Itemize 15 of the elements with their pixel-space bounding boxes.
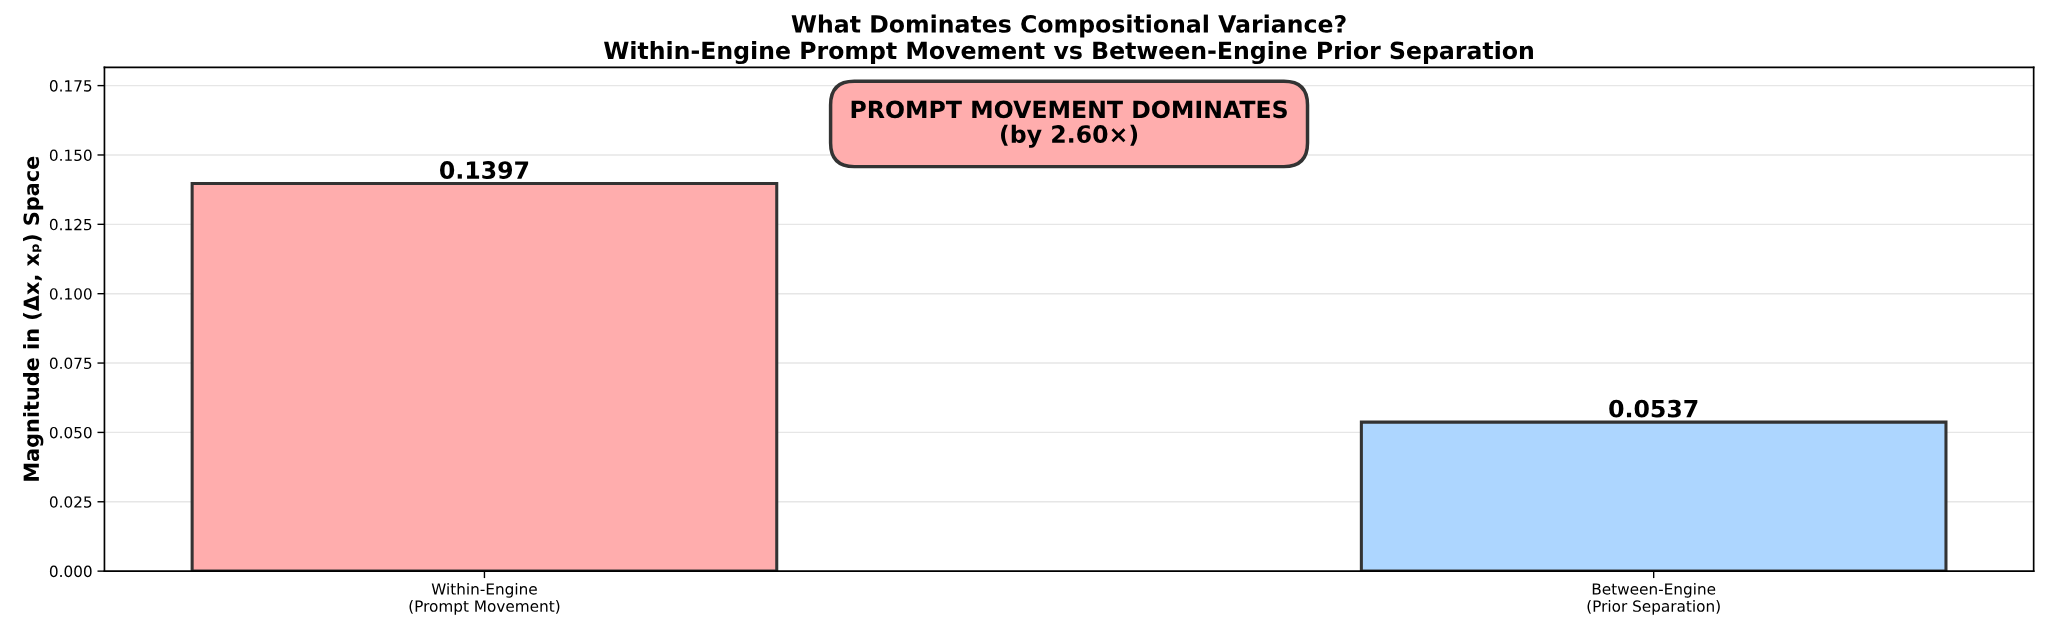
y-tick-label: 0.025 (49, 496, 92, 508)
y-tick-label: 0.075 (49, 357, 92, 370)
data-label: 0.1397 (440, 161, 529, 179)
annotation: PROMPT MOVEMENT DOMINATES (by 2.60×) (851, 100, 1287, 148)
y-tick-label: 0.125 (49, 218, 92, 231)
y-tick-label: 0.100 (49, 288, 92, 300)
y-tick-label: 0.050 (49, 426, 92, 439)
y-axis-title: Magnitude in (Δx, xₚ) Space (23, 156, 44, 481)
y-tick-label: 0.175 (49, 80, 92, 92)
x-tick-label: Between-Engine (Prior Separation) (1587, 582, 1720, 615)
x-tick-label: Within-Engine (Prompt Movement) (409, 582, 560, 615)
data-label: 0.0537 (1609, 399, 1698, 418)
y-tick-label: 0.000 (49, 565, 92, 578)
y-tick-label: 0.150 (49, 149, 92, 161)
chart-title: What Dominates Compositional Variance? Within-Engine Prompt Movement vs Between-Engine Prior Separation (604, 14, 1533, 65)
